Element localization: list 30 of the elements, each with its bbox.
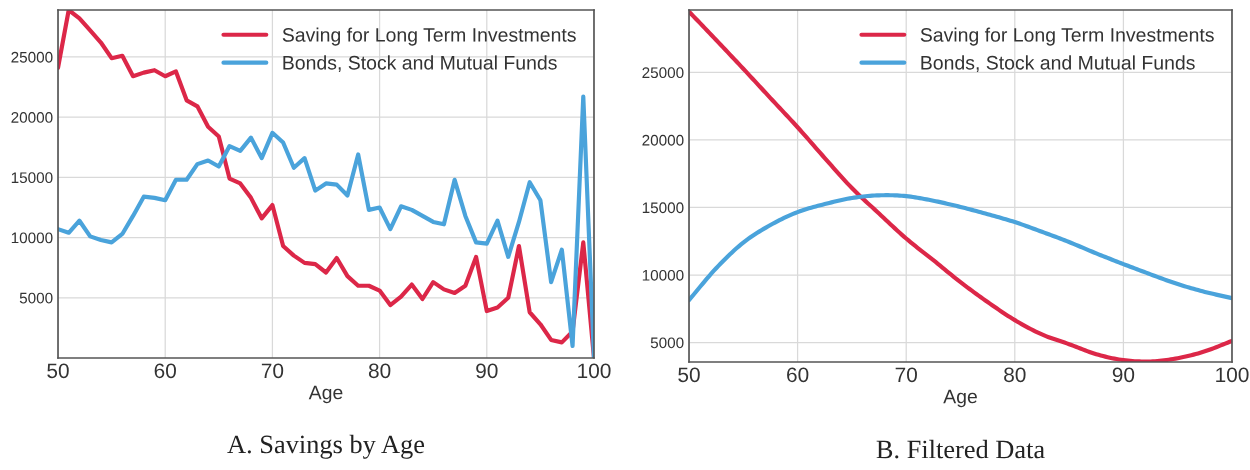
x-tick-label: 60 — [787, 367, 809, 383]
y-tick-label: 5000 — [650, 337, 684, 349]
x-tick-label: 60 — [154, 363, 176, 379]
x-tick-label: 90 — [476, 363, 498, 379]
y-tick-label: 25000 — [642, 67, 684, 79]
y-tick-label: 15000 — [642, 202, 684, 214]
text: B. Filtered Data — [876, 439, 1045, 459]
x-tick-label: 100 — [1216, 367, 1249, 383]
x-tick-label: 50 — [678, 367, 700, 383]
y-tick-label: 20000 — [11, 112, 53, 123]
legend-label: Saving for Long Term Investments — [282, 27, 576, 46]
x-tick-label: 80 — [1004, 367, 1026, 383]
legend-label: Saving for Long Term Investments — [920, 27, 1214, 46]
x-axis-title: Age — [308, 385, 343, 404]
y-tick-label: 5000 — [19, 292, 53, 304]
legend-label: Bonds, Stock and Mutual Funds — [283, 55, 557, 72]
y-tick-label: 20000 — [642, 134, 684, 146]
x-axis-title: Age — [943, 389, 977, 408]
x-tick-label: 100 — [578, 363, 611, 379]
x-tick-label: 70 — [895, 367, 917, 383]
y-tick-label: 10000 — [11, 232, 53, 244]
x-tick-label: 90 — [1112, 367, 1135, 383]
x-tick-label: 70 — [261, 363, 284, 379]
legend-label: Bonds, Stock and Mutual Funds — [921, 55, 1195, 72]
text: A. Savings by Age — [227, 434, 425, 459]
x-tick-label: 80 — [368, 363, 391, 379]
x-tick-label: 50 — [47, 363, 69, 379]
y-tick-label: 25000 — [11, 51, 53, 63]
y-tick-label: 10000 — [642, 269, 684, 281]
y-tick-label: 15000 — [11, 172, 53, 184]
